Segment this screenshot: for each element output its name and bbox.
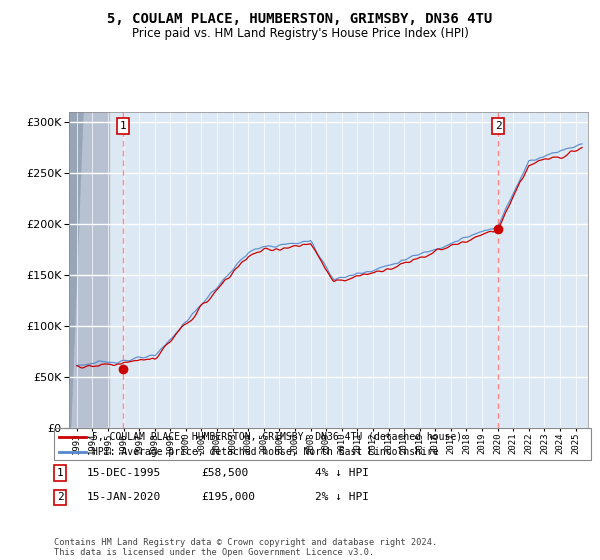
Text: 2: 2 xyxy=(56,492,64,502)
Text: 1: 1 xyxy=(56,468,64,478)
Text: £195,000: £195,000 xyxy=(201,492,255,502)
Text: HPI: Average price, detached house, North East Lincolnshire: HPI: Average price, detached house, Nort… xyxy=(92,447,438,457)
Text: 2% ↓ HPI: 2% ↓ HPI xyxy=(315,492,369,502)
Text: Contains HM Land Registry data © Crown copyright and database right 2024.
This d: Contains HM Land Registry data © Crown c… xyxy=(54,538,437,557)
Text: 15-DEC-1995: 15-DEC-1995 xyxy=(87,468,161,478)
Text: 5, COULAM PLACE, HUMBERSTON, GRIMSBY, DN36 4TU: 5, COULAM PLACE, HUMBERSTON, GRIMSBY, DN… xyxy=(107,12,493,26)
Text: Price paid vs. HM Land Registry's House Price Index (HPI): Price paid vs. HM Land Registry's House … xyxy=(131,27,469,40)
Text: 1: 1 xyxy=(119,121,127,131)
Text: 2: 2 xyxy=(495,121,502,131)
Text: £58,500: £58,500 xyxy=(201,468,248,478)
Text: 15-JAN-2020: 15-JAN-2020 xyxy=(87,492,161,502)
Text: 4% ↓ HPI: 4% ↓ HPI xyxy=(315,468,369,478)
Text: 5, COULAM PLACE, HUMBERSTON, GRIMSBY, DN36 4TU (detached house): 5, COULAM PLACE, HUMBERSTON, GRIMSBY, DN… xyxy=(92,432,462,442)
